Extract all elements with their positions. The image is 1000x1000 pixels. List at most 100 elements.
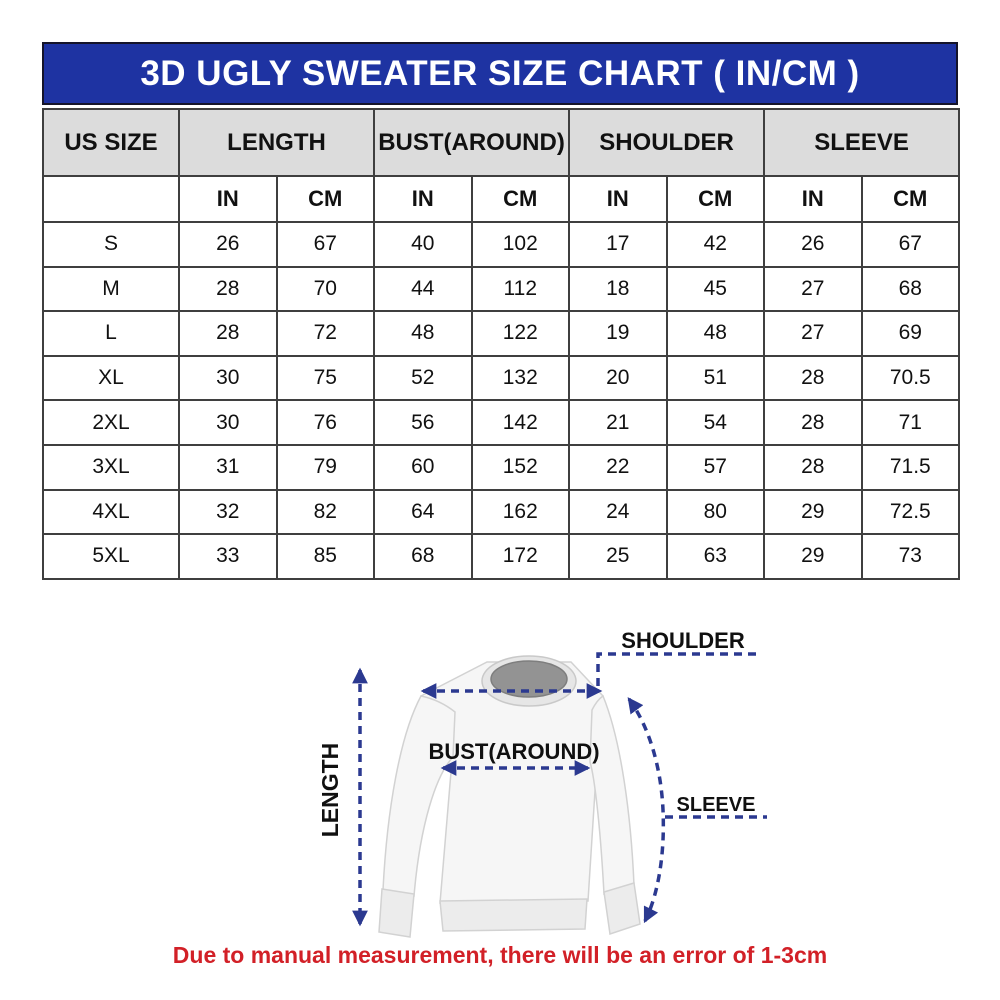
unit-header-cell: IN: [763, 175, 863, 223]
size-cell: L: [42, 310, 180, 357]
value-cell: 25: [568, 533, 668, 580]
value-cell: 20: [568, 354, 668, 402]
unit-header-cell: IN: [178, 175, 278, 223]
value-cell: 152: [470, 443, 571, 491]
sweater-left-cuff: [378, 888, 415, 938]
sweater-hem: [439, 898, 588, 932]
value-cell: 72: [275, 310, 376, 357]
value-cell: 69: [860, 310, 961, 357]
size-cell: 5XL: [42, 533, 180, 580]
value-cell: 17: [568, 221, 668, 268]
value-cell: 48: [373, 310, 473, 357]
value-cell: 68: [860, 265, 961, 313]
unit-header-cell: IN: [568, 175, 668, 223]
value-cell: 33: [178, 533, 278, 580]
header-sleeve: SLEEVE: [763, 108, 961, 177]
length-label: LENGTH: [317, 743, 343, 838]
table-row: 2XL 30 76 56 142 21 54 28 71: [42, 399, 961, 446]
value-cell: 18: [568, 265, 668, 313]
value-cell: 172: [470, 533, 571, 580]
unit-header-cell: CM: [470, 175, 571, 223]
table-row: 4XL 32 82 64 162 24 80 29 72.5: [42, 488, 961, 536]
sweater-illustration: [378, 655, 641, 938]
value-cell: 68: [373, 533, 473, 580]
value-cell: 27: [763, 310, 863, 357]
value-cell: 85: [275, 533, 376, 580]
value-cell: 63: [665, 533, 766, 580]
value-cell: 60: [373, 443, 473, 491]
unit-header-cell: CM: [275, 175, 376, 223]
value-cell: 54: [665, 399, 766, 446]
value-cell: 48: [665, 310, 766, 357]
sweater-measurement-diagram: SHOULDER LENGTH BUST(AROUND) SLEEVE: [317, 628, 767, 938]
value-cell: 44: [373, 265, 473, 313]
value-cell: 56: [373, 399, 473, 446]
value-cell: 28: [178, 310, 278, 357]
shoulder-label: SHOULDER: [621, 628, 745, 653]
value-cell: 112: [470, 265, 571, 313]
shoulder-callout-line: [596, 652, 756, 686]
value-cell: 64: [373, 488, 473, 536]
value-cell: 30: [178, 354, 278, 402]
size-chart-table: US SIZE LENGTH BUST(AROUND) SHOULDER SLE…: [42, 108, 961, 580]
table-row: M 28 70 44 112 18 45 27 68: [42, 265, 961, 313]
value-cell: 162: [470, 488, 571, 536]
value-cell: 29: [763, 488, 863, 536]
value-cell: 27: [763, 265, 863, 313]
value-cell: 142: [470, 399, 571, 446]
group-header-row: US SIZE LENGTH BUST(AROUND) SHOULDER SLE…: [42, 108, 961, 177]
value-cell: 102: [470, 221, 571, 268]
bust-label: BUST(AROUND): [428, 739, 599, 764]
value-cell: 132: [470, 354, 571, 402]
unit-header-row: IN CM IN CM IN CM IN CM: [42, 175, 961, 223]
value-cell: 42: [665, 221, 766, 268]
size-cell: XL: [42, 354, 180, 402]
value-cell: 71: [860, 399, 961, 446]
value-cell: 19: [568, 310, 668, 357]
chart-title: 3D UGLY SWEATER SIZE CHART ( IN/CM ): [140, 53, 860, 93]
value-cell: 72.5: [860, 488, 961, 536]
header-length: LENGTH: [177, 108, 376, 177]
value-cell: 67: [275, 221, 376, 268]
sleeve-label: SLEEVE: [677, 794, 756, 816]
table-row: 3XL 31 79 60 152 22 57 28 71.5: [42, 443, 961, 491]
value-cell: 24: [568, 488, 668, 536]
sweater-left-sleeve: [382, 695, 456, 897]
value-cell: 29: [763, 533, 863, 580]
unit-header-cell: CM: [860, 175, 961, 223]
value-cell: 51: [665, 354, 766, 402]
chart-title-bar: 3D UGLY SWEATER SIZE CHART ( IN/CM ): [42, 42, 958, 105]
measurement-error-note: Due to manual measurement, there will be…: [172, 942, 828, 968]
value-cell: 28: [763, 443, 863, 491]
value-cell: 30: [178, 399, 278, 446]
value-cell: 28: [763, 354, 863, 402]
value-cell: 21: [568, 399, 668, 446]
value-cell: 70.5: [860, 354, 961, 402]
table-row: XL 30 75 52 132 20 51 28 70.5: [42, 354, 961, 402]
size-cell: 4XL: [42, 488, 180, 536]
value-cell: 28: [763, 399, 863, 446]
value-cell: 76: [275, 399, 376, 446]
size-cell: S: [42, 221, 180, 268]
table-row: S 26 67 40 102 17 42 26 67: [42, 221, 961, 268]
header-shoulder: SHOULDER: [568, 108, 766, 177]
header-us-size: US SIZE: [42, 108, 180, 177]
value-cell: 57: [665, 443, 766, 491]
value-cell: 45: [665, 265, 766, 313]
value-cell: 79: [275, 443, 376, 491]
size-cell: 3XL: [42, 443, 180, 491]
size-cell: M: [42, 265, 180, 313]
unit-header-cell: IN: [373, 175, 473, 223]
sleeve-curve-arrow: [627, 697, 666, 924]
value-cell: 80: [665, 488, 766, 536]
value-cell: 52: [373, 354, 473, 402]
value-cell: 70: [275, 265, 376, 313]
sweater-right-cuff: [603, 882, 641, 935]
size-cell: 2XL: [42, 399, 180, 446]
measurement-annotations: [352, 652, 767, 927]
unit-header-empty-cell: [42, 175, 180, 223]
value-cell: 22: [568, 443, 668, 491]
value-cell: 75: [275, 354, 376, 402]
value-cell: 28: [178, 265, 278, 313]
value-cell: 82: [275, 488, 376, 536]
